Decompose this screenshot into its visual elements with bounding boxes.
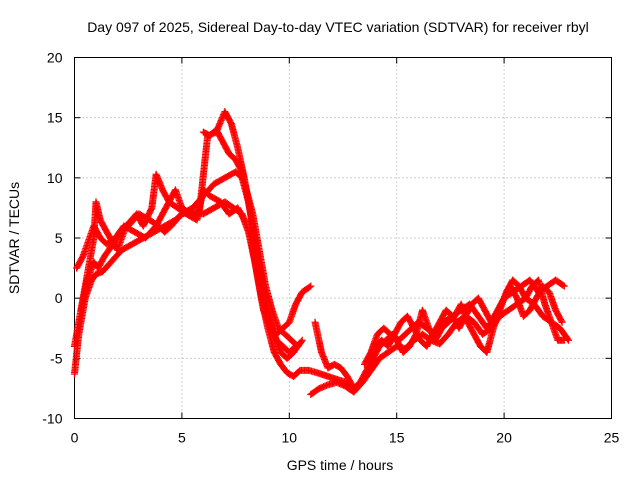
y-tick-label: -10 xyxy=(42,411,62,427)
data-point xyxy=(293,341,301,349)
chart-title: Day 097 of 2025, Sidereal Day-to-day VTE… xyxy=(87,19,589,35)
data-points xyxy=(71,108,573,398)
data-point xyxy=(557,317,565,325)
series-track-9 xyxy=(371,282,566,350)
data-point xyxy=(564,335,572,343)
x-axis-label: GPS time / hours xyxy=(287,457,394,473)
y-tick-label: 20 xyxy=(47,50,63,66)
grid-lines xyxy=(74,57,612,419)
series-track-5 xyxy=(199,126,302,350)
data-point xyxy=(560,336,568,344)
y-tick-label: -5 xyxy=(50,350,63,366)
x-tick-label: 5 xyxy=(178,430,186,446)
data-point xyxy=(307,282,315,290)
y-tick-label: 5 xyxy=(55,230,63,246)
y-tick-label: 10 xyxy=(47,170,63,186)
axis-ticks: 0 5 10 15 20 25 -10 -5 0 5 10 15 20 xyxy=(42,50,619,446)
x-tick-label: 20 xyxy=(496,430,512,446)
x-tick-label: 0 xyxy=(71,430,79,446)
data-point xyxy=(298,336,306,344)
y-tick-label: 0 xyxy=(55,290,63,306)
data-point xyxy=(294,342,302,350)
y-axis-label: SDTVAR / TECUs xyxy=(6,182,22,294)
y-tick-label: 15 xyxy=(47,110,63,126)
data-point xyxy=(560,282,568,290)
data-point xyxy=(306,283,314,291)
series-track-4 xyxy=(77,108,300,356)
x-tick-label: 15 xyxy=(389,430,405,446)
x-tick-label: 25 xyxy=(604,430,620,446)
data-point xyxy=(558,318,566,326)
data-point xyxy=(559,281,567,289)
data-point xyxy=(297,337,305,345)
x-tick-label: 10 xyxy=(282,430,298,446)
series-track-1 xyxy=(71,198,358,392)
